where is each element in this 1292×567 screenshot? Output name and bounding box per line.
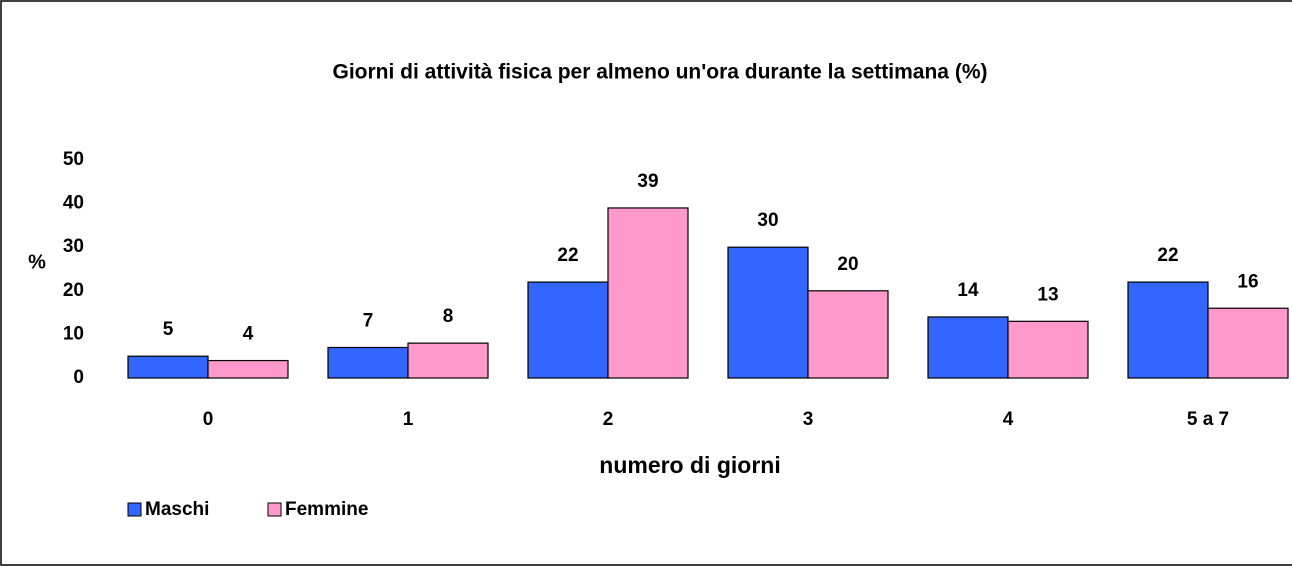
- data-label: 22: [557, 245, 578, 266]
- x-tick-label: 4: [1003, 409, 1014, 430]
- y-tick-label: 10: [63, 323, 84, 344]
- data-label: 5: [163, 319, 174, 340]
- legend-swatch: [267, 502, 282, 517]
- bar: [1007, 320, 1089, 379]
- bar: [327, 346, 409, 379]
- data-label: 30: [757, 210, 778, 231]
- data-label: 20: [837, 254, 858, 275]
- y-tick-label: 40: [63, 193, 84, 214]
- data-label: 4: [243, 324, 254, 345]
- y-tick-label: 20: [63, 280, 84, 301]
- legend-label: Maschi: [145, 499, 209, 520]
- data-label: 22: [1157, 245, 1178, 266]
- x-tick-label: 0: [203, 409, 214, 430]
- data-label: 14: [957, 280, 979, 301]
- x-tick-label: 5 a 7: [1187, 409, 1229, 430]
- y-tick-label: 30: [63, 236, 84, 257]
- data-label: 16: [1237, 271, 1258, 292]
- legend-swatch: [127, 502, 142, 517]
- x-tick-label: 1: [403, 409, 414, 430]
- x-axis-label: numero di giorni: [599, 452, 780, 478]
- bar: [207, 359, 289, 379]
- bar: [1207, 307, 1289, 379]
- y-tick-label: 0: [73, 367, 84, 388]
- y-tick-label: 50: [63, 149, 84, 170]
- data-label: 7: [363, 310, 374, 331]
- bar: [727, 246, 809, 379]
- bar: [1127, 281, 1209, 379]
- bar: [927, 316, 1009, 379]
- bar: [607, 207, 689, 379]
- bar: [527, 281, 609, 379]
- x-tick-label: 3: [803, 409, 814, 430]
- data-label: 39: [637, 171, 658, 192]
- data-label: 8: [443, 306, 454, 327]
- y-axis-label: %: [28, 251, 46, 273]
- bar: [807, 290, 889, 379]
- bar: [127, 355, 209, 379]
- bar: [407, 342, 489, 379]
- x-tick-label: 2: [603, 409, 614, 430]
- chart-title: Giorni di attività fisica per almeno un'…: [333, 61, 988, 84]
- legend-label: Femmine: [285, 499, 368, 520]
- data-label: 13: [1037, 284, 1058, 305]
